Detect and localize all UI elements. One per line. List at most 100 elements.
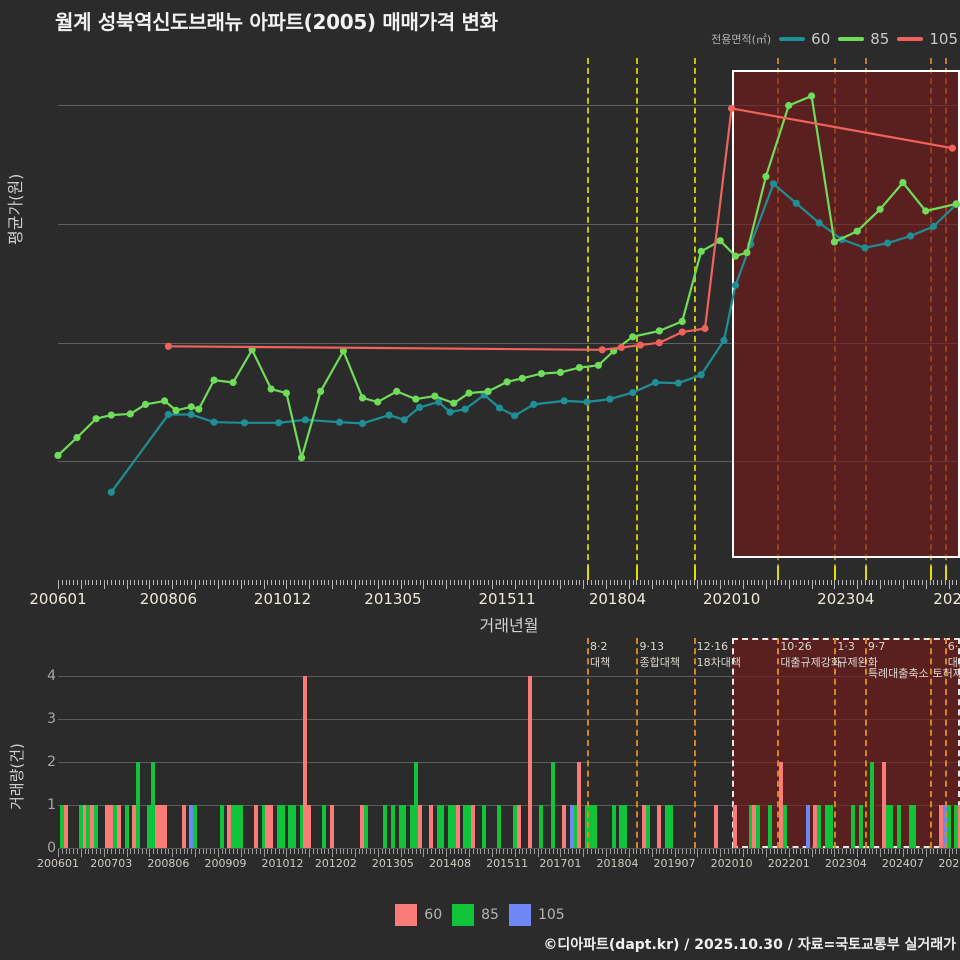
volume-x-tick [842,849,844,854]
volume-x-tick [423,849,425,857]
price-point-85 [743,249,751,257]
price-x-tick [427,580,429,585]
price-x-tick [526,580,528,585]
volume-x-tick [613,849,615,854]
volume-x-tick [746,849,748,854]
volume-bar [360,805,365,848]
price-x-tick [617,580,619,585]
price-x-tick [332,580,334,589]
volume-x-tick [514,849,516,857]
volume-x-tick [659,849,661,854]
price-x-tick [944,580,946,585]
volume-x-tick [621,849,623,854]
price-x-tick [845,580,847,585]
price-point-60 [511,412,519,420]
volume-bar [733,805,738,848]
volume-x-tick [803,849,805,854]
price-x-tick [754,580,756,585]
price-x-tick [164,580,166,585]
volume-bar [261,805,266,848]
price-gridline [58,224,960,226]
volume-x-tick [286,849,288,857]
volume-x-tick [92,849,94,854]
price-x-tick [476,580,478,585]
volume-x-tick [579,849,581,854]
volume-bar [440,805,445,848]
volume-x-tick [864,849,866,854]
volume-bar [291,805,296,848]
legend-item-60[interactable]: 60 [779,30,830,48]
price-x-tick [236,580,238,585]
price-x-tick [191,580,193,585]
price-x-tick [781,580,783,585]
volume-legend-item-85[interactable]: 85 [452,904,499,926]
price-x-tick [548,580,550,585]
volume-x-tick [255,849,257,854]
volume-bar [451,805,456,848]
price-x-tick [735,580,737,585]
volume-x-tick [537,849,539,857]
volume-x-tick [179,849,181,854]
price-x-tick [115,580,117,585]
legend-title: 전용면적(㎡) [711,33,772,46]
volume-x-tick [408,849,410,854]
volume-bar [482,805,487,848]
price-x-tick [762,580,764,585]
price-point-60 [720,336,728,344]
price-x-tick [442,580,444,585]
volume-x-tick [822,849,824,854]
volume-legend-label-85: 85 [481,907,499,923]
price-x-tick-label: 202010 [703,590,761,608]
price-x-tick [571,580,573,585]
price-point-85 [161,397,169,405]
legend-item-85[interactable]: 85 [838,30,889,48]
volume-bar [946,805,951,848]
volume-x-tick [849,849,851,854]
volume-legend-item-60[interactable]: 60 [395,904,442,926]
legend-swatch-60 [779,37,806,41]
volume-x-tick [663,849,665,854]
volume-event-date-label: 8·2 [590,640,608,653]
price-point-60 [400,416,408,424]
price-x-tick [575,580,577,585]
volume-x-tick [198,849,200,854]
volume-x-tick [419,849,421,854]
volume-bar [470,805,475,848]
volume-event-line [587,638,590,848]
volume-x-tick [347,849,349,854]
volume-x-tick [590,849,592,854]
volume-x-tick-label: 201907 [653,857,696,870]
price-x-tick [438,580,440,585]
volume-bar [234,805,239,848]
volume-bar [938,805,943,848]
volume-bar [253,805,258,848]
volume-x-tick [929,849,931,854]
price-line-85 [56,94,958,459]
price-x-tick [343,580,345,585]
volume-bar [383,805,388,848]
price-x-tick [602,580,604,585]
price-x-tick [644,580,646,585]
volume-bar [752,805,757,848]
price-y-axis-title: 평균가(원) [6,173,25,245]
volume-legend-item-105[interactable]: 105 [508,904,565,926]
volume-x-tick [488,849,490,854]
price-x-tick [564,580,566,585]
volume-x-tick [381,849,383,854]
volume-x-tick [670,849,672,854]
volume-legend-swatch-105 [508,904,531,926]
price-x-tick [286,580,288,589]
volume-x-tick [278,849,280,854]
volume-bar [59,805,64,848]
legend-item-105[interactable]: 105 [897,30,958,48]
volume-y-tick-label: 0 [47,840,56,856]
volume-bar [402,805,407,848]
price-event-line [587,58,590,580]
price-x-event-tick [693,566,696,580]
volume-x-tick-label: 201511 [486,857,529,870]
volume-x-tick [141,849,143,854]
price-point-60 [210,418,218,426]
price-point-105 [655,339,663,347]
volume-bar [417,805,422,848]
price-point-85 [503,378,511,386]
